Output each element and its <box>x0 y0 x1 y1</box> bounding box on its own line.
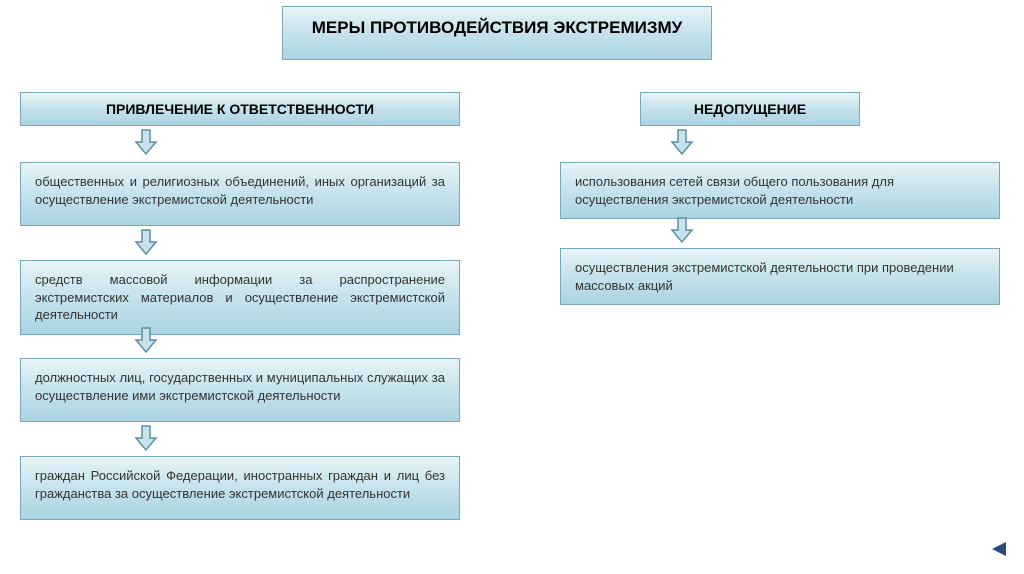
left-header-box: ПРИВЛЕЧЕНИЕ К ОТВЕТСТВЕННОСТИ <box>20 92 460 126</box>
left-header-text: ПРИВЛЕЧЕНИЕ К ОТВЕТСТВЕННОСТИ <box>106 101 374 117</box>
left-item-3: должностных лиц, государственных и муниц… <box>20 358 460 422</box>
title-text: МЕРЫ ПРОТИВОДЕЙСТВИЯ ЭКСТРЕМИЗМУ <box>312 18 683 37</box>
arrow-down-icon <box>134 424 158 452</box>
left-item-1-text: общественных и религиозных объединений, … <box>35 174 445 207</box>
left-item-4: граждан Российской Федерации, иностранны… <box>20 456 460 520</box>
right-item-1: использования сетей связи общего пользов… <box>560 162 1000 219</box>
left-item-2: средств массовой информации за распростр… <box>20 260 460 335</box>
right-item-1-text: использования сетей связи общего пользов… <box>575 174 894 207</box>
left-item-3-text: должностных лиц, государственных и муниц… <box>35 370 445 403</box>
right-header-text: НЕДОПУЩЕНИЕ <box>694 101 806 117</box>
arrow-down-icon <box>670 216 694 244</box>
arrow-down-icon <box>670 128 694 156</box>
arrow-down-icon <box>134 128 158 156</box>
right-item-2-text: осуществления экстремистской деятельност… <box>575 260 954 293</box>
left-item-1: общественных и религиозных объединений, … <box>20 162 460 226</box>
left-item-2-text: средств массовой информации за распростр… <box>35 272 445 322</box>
arrow-down-icon <box>134 326 158 354</box>
left-item-4-text: граждан Российской Федерации, иностранны… <box>35 468 445 501</box>
title-box: МЕРЫ ПРОТИВОДЕЙСТВИЯ ЭКСТРЕМИЗМУ <box>282 6 712 60</box>
right-header-box: НЕДОПУЩЕНИЕ <box>640 92 860 126</box>
nav-back-icon[interactable] <box>988 538 1010 560</box>
right-item-2: осуществления экстремистской деятельност… <box>560 248 1000 305</box>
arrow-down-icon <box>134 228 158 256</box>
